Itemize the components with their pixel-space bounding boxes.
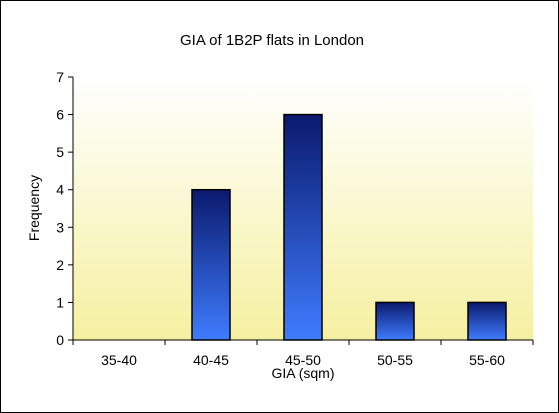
y-tick-label: 2 [56,257,64,273]
x-tick-label: 45-50 [285,352,321,368]
y-tick-label: 3 [56,219,64,235]
x-tick-label: 40-45 [193,352,229,368]
x-tick-label: 50-55 [377,352,413,368]
y-tick-label: 0 [56,332,64,348]
x-axis-title: GIA (sqm) [271,365,334,381]
y-tick-label: 4 [56,182,64,198]
y-tick-label: 6 [56,107,64,123]
y-axis-title: Frequency [26,175,42,241]
bar-40-45 [191,188,231,341]
x-tick-label: 55-60 [469,352,505,368]
x-tick-label: 35-40 [101,352,137,368]
y-tick-label: 1 [56,294,64,310]
bar-50-55 [375,301,415,341]
bar-45-50 [283,113,323,341]
y-tick-label: 5 [56,144,64,160]
y-tick-label: 7 [56,69,64,85]
chart-title: GIA of 1B2P flats in London [180,32,364,49]
bar-55-60 [467,301,507,341]
